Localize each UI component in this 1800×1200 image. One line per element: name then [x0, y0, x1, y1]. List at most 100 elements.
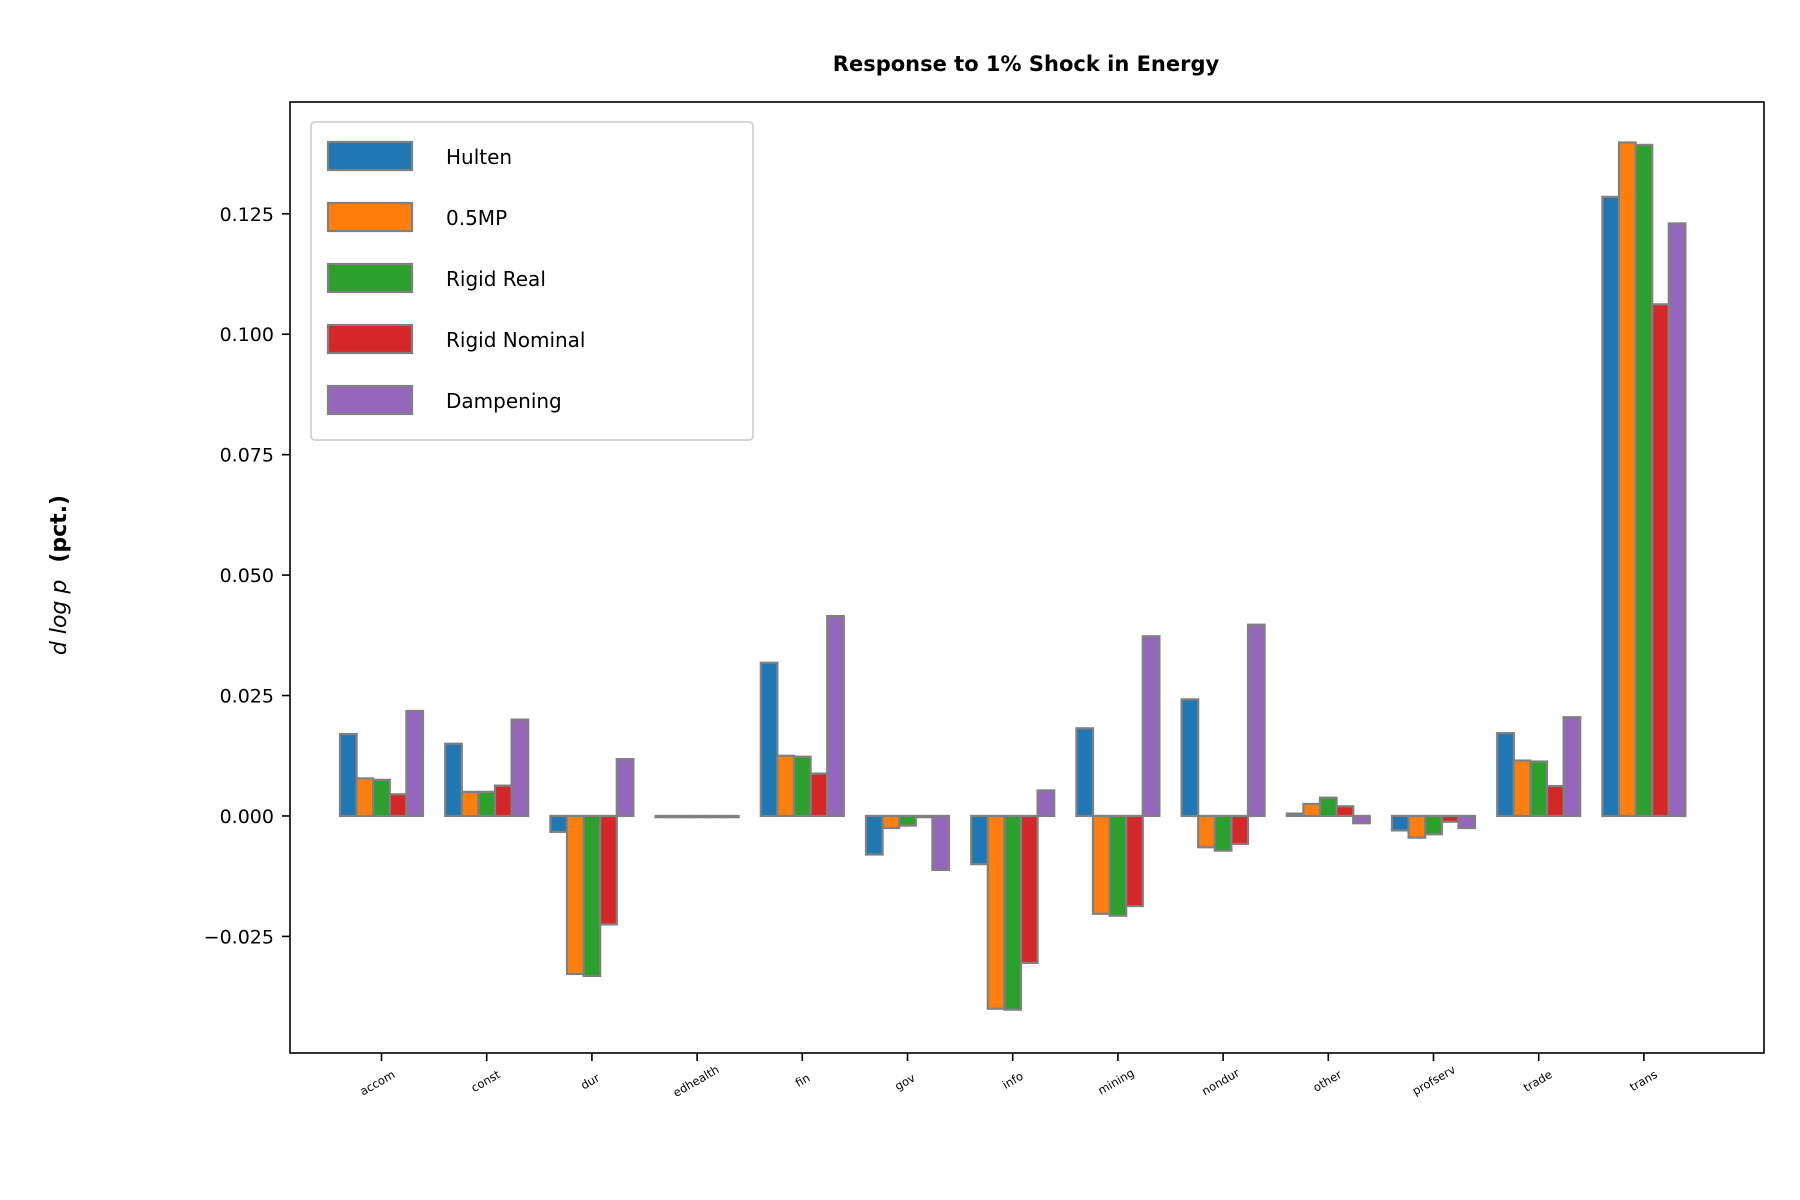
x-tick-label-gov: gov: [892, 1070, 917, 1093]
bar-mining-dampening: [1141, 635, 1161, 818]
x-tick-label-trans: trans: [1627, 1067, 1660, 1094]
bar-trade-0-5mp: [1512, 759, 1532, 818]
legend-swatch-hulten: [326, 140, 414, 172]
bar-other-0-5mp: [1302, 802, 1322, 818]
bar-profserv-dampening: [1457, 814, 1477, 830]
bar-gov-0-5mp: [881, 814, 901, 830]
bar-gov-hulten: [864, 814, 884, 856]
legend-label-dampening: Dampening: [446, 389, 562, 413]
y-axis: −0.025 0.000 0.025 0.050 0.075 0.100 0.125: [204, 204, 290, 948]
bar-edhealth-0-5mp: [671, 814, 690, 819]
x-tick-label-mining: mining: [1095, 1066, 1136, 1098]
x-tick-label-other: other: [1311, 1067, 1345, 1095]
bar-info-rigid-nominal: [1019, 814, 1039, 965]
bars-layer: [338, 141, 1687, 1011]
bar-gov-dampening: [931, 814, 951, 872]
bar-edhealth-rigid-nominal: [704, 814, 724, 819]
bar-const-0-5mp: [460, 790, 480, 818]
bar-dur-hulten: [549, 814, 569, 833]
bar-trans-hulten: [1601, 195, 1621, 818]
bar-profserv-0-5mp: [1407, 814, 1427, 839]
legend-swatch-dampening: [326, 384, 414, 416]
y-tick-label: 0.000: [220, 806, 274, 828]
bar-dur-dampening: [615, 758, 635, 818]
legend-label-rigid-nominal: Rigid Nominal: [446, 328, 585, 352]
bar-accom-0-5mp: [355, 777, 375, 818]
bar-fin-rigid-nominal: [809, 772, 829, 818]
bar-accom-dampening: [405, 709, 425, 818]
y-tick-label: 0.100: [220, 324, 274, 346]
y-tick-label: 0.075: [220, 445, 274, 467]
x-tick-label-nondur: nondur: [1199, 1065, 1242, 1098]
y-axis-label: d log p (pct.): [47, 495, 72, 655]
legend-label-rigid-real: Rigid Real: [446, 267, 546, 291]
legend-swatch-rigid-real: [326, 262, 414, 294]
y-axis-label-math: d log p: [47, 580, 72, 655]
x-tick-label-edhealth: edhealth: [670, 1062, 721, 1100]
bar-trade-rigid-real: [1529, 760, 1549, 818]
bar-fin-hulten: [759, 661, 779, 818]
legend-label-0-5mp: 0.5MP: [446, 206, 507, 230]
bar-trans-dampening: [1667, 222, 1687, 818]
bar-trade-dampening: [1562, 716, 1582, 818]
y-tick-label: 0.125: [220, 204, 274, 226]
bar-other-rigid-nominal: [1335, 805, 1355, 818]
bar-dur-rigid-real: [582, 814, 602, 978]
bar-edhealth-rigid-real: [687, 814, 707, 819]
bar-fin-0-5mp: [776, 754, 796, 818]
bar-fin-dampening: [826, 614, 845, 818]
bar-profserv-hulten: [1390, 814, 1410, 832]
legend-swatch-0-5mp: [326, 201, 414, 233]
bar-gov-rigid-real: [898, 814, 917, 827]
x-tick-label-fin: fin: [793, 1071, 813, 1090]
x-tick-label-const: const: [469, 1067, 503, 1095]
bar-trans-0-5mp: [1617, 141, 1637, 818]
bar-trans-rigid-real: [1634, 143, 1654, 818]
legend-label-hulten: Hulten: [446, 145, 512, 169]
y-tick-label: 0.050: [220, 565, 274, 587]
bar-other-hulten: [1285, 812, 1305, 818]
bar-trans-rigid-nominal: [1651, 303, 1670, 818]
bar-const-rigid-nominal: [493, 784, 513, 818]
bar-mining-rigid-real: [1108, 814, 1128, 917]
bar-trade-rigid-nominal: [1545, 784, 1565, 818]
x-axis: accom const dur edhealth fin gov info mining non…: [357, 1053, 1660, 1100]
bar-profserv-rigid-real: [1424, 814, 1443, 836]
x-tick-label-profserv: profserv: [1410, 1062, 1458, 1098]
plot-frame: [289, 101, 1765, 1054]
chart-title: Response to 1% Shock in Energy: [833, 52, 1220, 76]
bar-mining-rigid-nominal: [1125, 814, 1144, 908]
bar-nondur-rigid-real: [1213, 814, 1233, 852]
bar-fin-rigid-real: [792, 755, 812, 818]
bar-const-dampening: [510, 718, 530, 818]
bar-accom-hulten: [338, 732, 358, 818]
bar-other-dampening: [1352, 814, 1371, 825]
bar-info-hulten: [970, 814, 989, 866]
bar-mining-0-5mp: [1091, 814, 1111, 915]
bar-info-0-5mp: [986, 814, 1006, 1010]
x-tick-label-accom: accom: [357, 1067, 397, 1098]
x-tick-label-info: info: [1000, 1069, 1026, 1092]
bar-dur-rigid-nominal: [599, 814, 618, 926]
bar-const-hulten: [444, 742, 463, 818]
bar-info-dampening: [1036, 789, 1056, 818]
bar-gov-rigid-nominal: [914, 814, 934, 819]
bar-nondur-rigid-nominal: [1230, 814, 1250, 846]
y-tick-label: −0.025: [204, 926, 274, 948]
bar-info-rigid-real: [1003, 814, 1023, 1011]
bar-const-rigid-real: [477, 790, 497, 818]
bar-accom-rigid-real: [372, 778, 391, 818]
bar-trade-hulten: [1496, 732, 1515, 818]
bar-nondur-dampening: [1246, 623, 1266, 818]
bar-nondur-hulten: [1180, 698, 1200, 818]
y-tick-label: 0.025: [220, 686, 274, 708]
bar-dur-0-5mp: [565, 814, 585, 976]
x-tick-label-dur: dur: [578, 1070, 602, 1092]
bar-edhealth-dampening: [720, 814, 740, 819]
legend: Hulten 0.5MP Rigid Real Rigid Nominal Dampen…: [310, 121, 754, 441]
bar-mining-hulten: [1075, 727, 1095, 818]
bar-other-rigid-real: [1318, 796, 1338, 818]
legend-swatch-rigid-nominal: [326, 323, 414, 355]
svg-text:d log p (pct.): d log p (pct.): [47, 495, 72, 655]
